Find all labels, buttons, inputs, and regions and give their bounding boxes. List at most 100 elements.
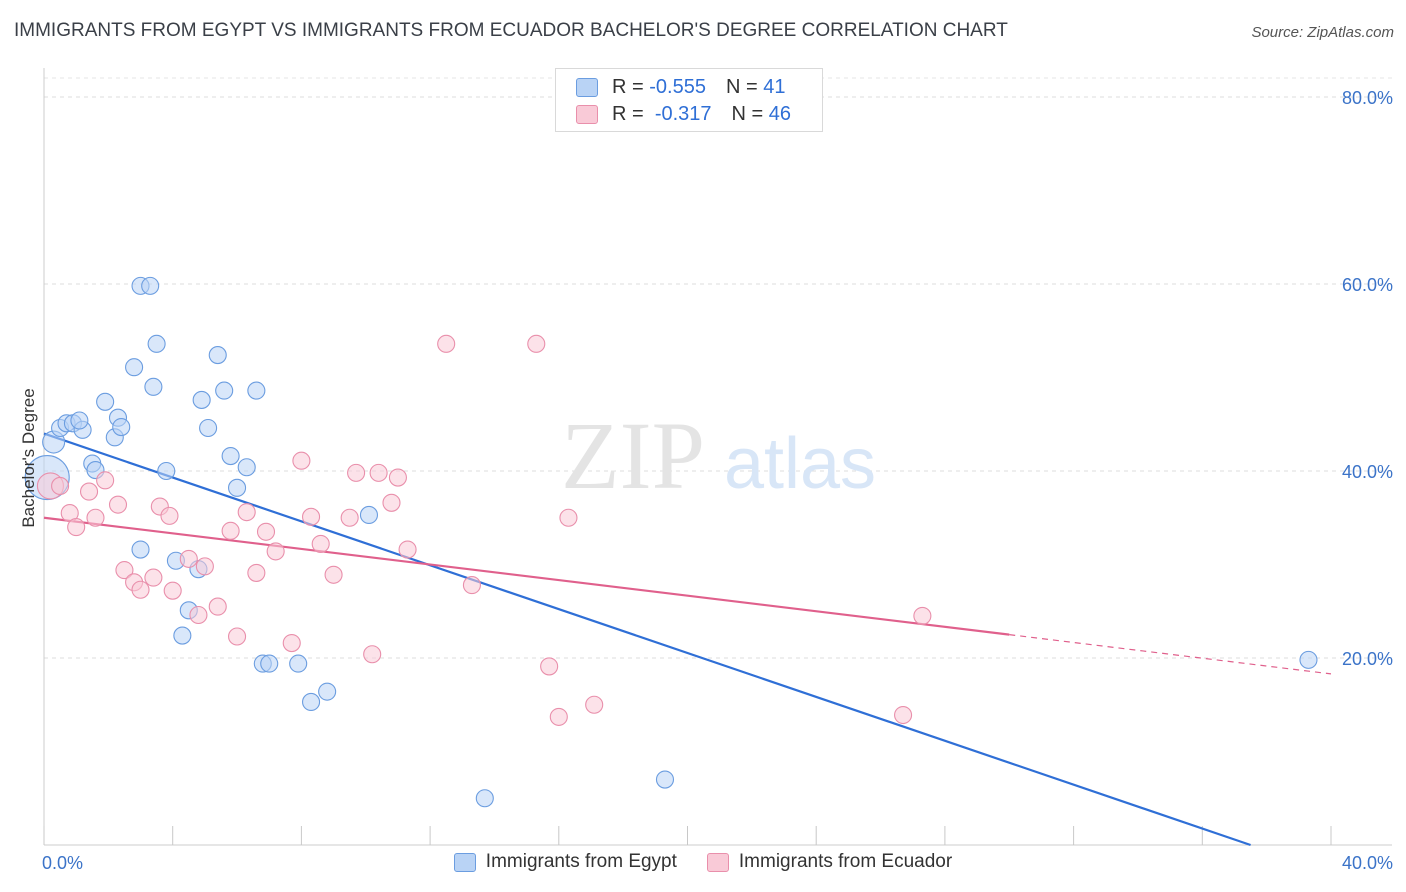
ecuador-point — [163, 581, 182, 600]
egypt-point — [1299, 650, 1318, 669]
egypt-point — [215, 381, 234, 400]
ecuador-point — [585, 695, 604, 714]
source-label: Source: ZipAtlas.com — [1251, 24, 1394, 41]
ecuador-point — [189, 605, 208, 625]
egypt-stat-row: R = -0.555 N = 41 — [576, 75, 785, 99]
legend-ecuador-label: Immigrants from Ecuador — [738, 851, 953, 872]
egypt-point — [208, 346, 227, 365]
egypt-point — [96, 392, 115, 411]
ecuador-point — [131, 580, 150, 599]
ecuador-point — [340, 508, 359, 527]
legend-egypt-swatch — [453, 852, 476, 872]
egypt-point — [655, 770, 675, 789]
ecuador-point — [324, 565, 343, 584]
ecuador-point — [96, 471, 115, 490]
egypt-point — [173, 626, 192, 645]
egypt-point — [131, 540, 150, 559]
y-tick-label: 60.0% — [1342, 275, 1393, 295]
ecuador-point — [237, 503, 256, 522]
egypt-point — [247, 381, 266, 400]
x-tick-label: 0.0% — [42, 853, 83, 873]
trend-line — [43, 432, 1251, 847]
data-points — [24, 276, 1318, 808]
ecuador-point — [913, 606, 932, 625]
ecuador-point — [388, 468, 407, 487]
egypt-point — [475, 789, 494, 808]
egypt-point — [192, 390, 211, 409]
ecuador-point — [302, 507, 321, 526]
egypt-point — [70, 411, 89, 430]
ecuador-point — [369, 463, 388, 482]
egypt-r-value: -0.555 — [649, 75, 706, 98]
grid-lines — [44, 77, 1392, 659]
ecuador-point — [51, 476, 70, 496]
ecuador-point — [208, 597, 227, 616]
watermark: ZIP atlas — [561, 402, 876, 509]
ecuador-point — [527, 334, 546, 353]
series-legend: Immigrants from Egypt Immigrants from Ec… — [0, 851, 1406, 873]
watermark-zip: ZIP — [561, 402, 705, 509]
ecuador-point — [228, 627, 247, 646]
ecuador-point — [179, 549, 198, 568]
ecuador-point — [292, 451, 311, 470]
ecuador-point — [282, 633, 301, 653]
legend-item-ecuador: Immigrants from Ecuador — [706, 851, 953, 873]
trend-line — [43, 516, 1010, 636]
ecuador-point — [462, 576, 481, 595]
ecuador-point — [549, 707, 568, 726]
y-axis-label: Bachelor's Degree — [19, 388, 38, 527]
egypt-n-label: N = — [725, 75, 758, 98]
ecuador-point — [247, 563, 266, 582]
egypt-point — [144, 377, 163, 396]
ecuador-point — [195, 557, 214, 576]
ecuador-point — [221, 521, 240, 540]
ecuador-point — [108, 495, 128, 514]
ecuador-point — [79, 482, 99, 501]
y-tick-label: 80.0% — [1342, 88, 1393, 108]
egypt-point — [125, 358, 144, 377]
egypt-point — [289, 654, 308, 673]
ecuador-point — [256, 522, 276, 541]
chart-title: IMMIGRANTS FROM EGYPT VS IMMIGRANTS FROM… — [14, 20, 1008, 41]
ecuador-r-value: -0.317 — [654, 102, 712, 125]
y-tick-label: 20.0% — [1342, 649, 1393, 669]
egypt-point — [359, 505, 379, 524]
ecuador-point — [363, 645, 382, 664]
egypt-point — [147, 334, 166, 353]
legend-egypt-label: Immigrants from Egypt — [485, 851, 677, 872]
correlation-legend: R = -0.555 N = 41 R = -0.317 N = 46 — [555, 68, 823, 132]
ecuador-swatch — [576, 104, 598, 124]
ecuador-point — [67, 518, 86, 537]
ecuador-point — [347, 463, 366, 482]
egypt-point — [221, 446, 240, 466]
ecuador-point — [160, 506, 179, 525]
x-tick-label: 40.0% — [1342, 853, 1393, 873]
legend-item-egypt: Immigrants from Egypt — [453, 851, 677, 873]
ecuador-point — [311, 534, 330, 553]
ecuador-point — [382, 493, 401, 512]
ecuador-point — [437, 334, 456, 353]
ecuador-point — [115, 561, 134, 580]
ecuador-n-value: 46 — [768, 102, 792, 125]
egypt-point — [318, 682, 337, 701]
ecuador-n-label: N = — [731, 102, 764, 125]
trend-lines — [43, 432, 1332, 847]
y-tick-label: 40.0% — [1342, 462, 1393, 482]
egypt-n-value: 41 — [763, 75, 786, 98]
egypt-swatch — [576, 77, 598, 97]
ecuador-point — [540, 657, 559, 676]
egypt-point — [260, 654, 279, 673]
ecuador-point — [559, 508, 578, 527]
ecuador-point — [86, 508, 105, 527]
egypt-point — [199, 418, 218, 438]
legend-ecuador-swatch — [706, 852, 729, 872]
ecuador-point — [894, 705, 913, 725]
egypt-point — [237, 458, 256, 477]
ecuador-r-label: R = — [612, 102, 644, 125]
watermark-atlas: atlas — [724, 424, 876, 504]
ecuador-point — [144, 568, 163, 587]
egypt-r-label: R = — [612, 75, 644, 98]
trend-line — [1009, 634, 1332, 675]
egypt-point — [228, 478, 247, 497]
